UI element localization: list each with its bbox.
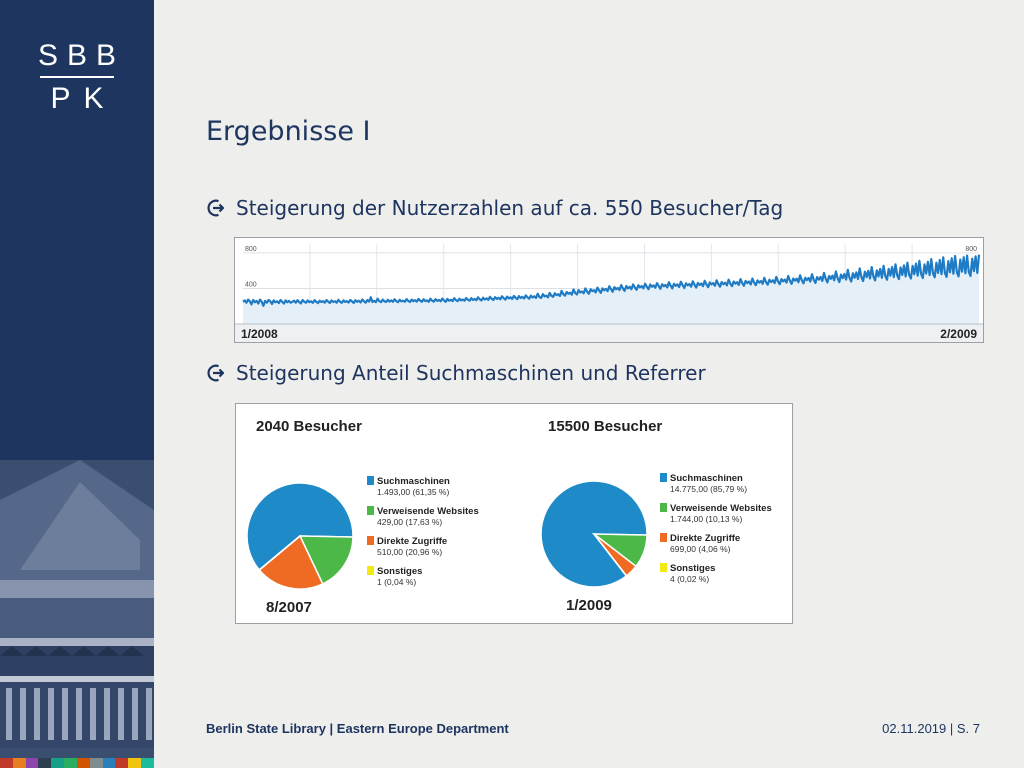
legend-swatch	[660, 503, 667, 512]
y-tick-label-left: 400	[245, 281, 257, 288]
y-tick-label-left: 800	[245, 246, 257, 253]
legend-value: 510,00 (20,96 %)	[377, 547, 442, 557]
x-label-end: 2/2009	[940, 327, 977, 341]
legend-label: Sonstiges	[670, 563, 715, 574]
pie-period: 8/2007	[266, 599, 312, 616]
legend-label: Verweisende Websites	[670, 503, 772, 514]
pie-period: 1/2009	[566, 597, 612, 614]
arrow-circle-icon	[207, 364, 225, 382]
sbb-pk-logo: SBB PK	[0, 38, 154, 116]
pie-title: 15500 Besucher	[548, 418, 662, 435]
library-building-photo	[0, 460, 154, 758]
legend-label: Suchmaschinen	[377, 476, 450, 487]
legend-label: Verweisende Websites	[377, 506, 479, 517]
logo-divider	[40, 76, 114, 78]
legend-swatch	[367, 506, 374, 515]
legend-swatch	[367, 476, 374, 485]
pie-slice	[593, 533, 628, 577]
x-axis-band	[235, 324, 983, 342]
legend-label: Suchmaschinen	[670, 473, 743, 484]
logo-bottom-text: PK	[50, 82, 117, 115]
pie-slice	[258, 535, 301, 572]
legend-label: Direkte Zugriffe	[377, 536, 447, 547]
legend-value: 1 (0,04 %)	[377, 577, 416, 587]
bullet-search-engines: Steigerung Anteil Suchmaschinen und Refe…	[206, 361, 706, 385]
legend-value: 699,00 (4,06 %)	[670, 544, 731, 554]
legend-value: 1.744,00 (10,13 %)	[670, 514, 742, 524]
legend-value: 429,00 (17,63 %)	[377, 517, 442, 527]
traffic-source-pies: 2040 Besucher Suchmaschinen 1.493,00 (61,3…	[235, 403, 793, 624]
x-label-start: 1/2008	[241, 327, 278, 341]
footer-institution: Berlin State Library | Eastern Europe De…	[206, 721, 509, 736]
footer-date-page: 02.11.2019 | S. 7	[882, 721, 980, 736]
legend-value: 4 (0,02 %)	[670, 574, 709, 584]
color-stripe	[0, 758, 154, 768]
slide-title: Ergebnisse I	[206, 116, 371, 147]
bullet-visitors-text: Steigerung der Nutzerzahlen auf ca. 550 …	[236, 196, 784, 220]
legend-swatch	[367, 536, 374, 545]
legend-swatch	[660, 473, 667, 482]
y-tick-label-right: 800	[965, 246, 977, 253]
legend-value: 1.493,00 (61,35 %)	[377, 487, 449, 497]
legend-label: Sonstiges	[377, 566, 422, 577]
legend-label: Direkte Zugriffe	[670, 533, 740, 544]
pie-slice	[298, 535, 354, 585]
pie-slice	[246, 482, 354, 571]
logo-top-text: SBB	[37, 39, 126, 72]
arrow-circle-icon	[207, 199, 225, 217]
legend-swatch	[660, 563, 667, 572]
bullet-visitors: Steigerung der Nutzerzahlen auf ca. 550 …	[206, 196, 783, 220]
legend-swatch	[660, 533, 667, 542]
series-line	[242, 254, 981, 307]
pie-slice	[258, 534, 324, 590]
bullet-search-engines-text: Steigerung Anteil Suchmaschinen und Refe…	[236, 361, 706, 385]
sidebar: SBB PK	[0, 0, 154, 768]
legend-value: 14.775,00 (85,79 %)	[670, 484, 747, 494]
pie-title: 2040 Besucher	[256, 418, 362, 435]
legend-swatch	[367, 566, 374, 575]
